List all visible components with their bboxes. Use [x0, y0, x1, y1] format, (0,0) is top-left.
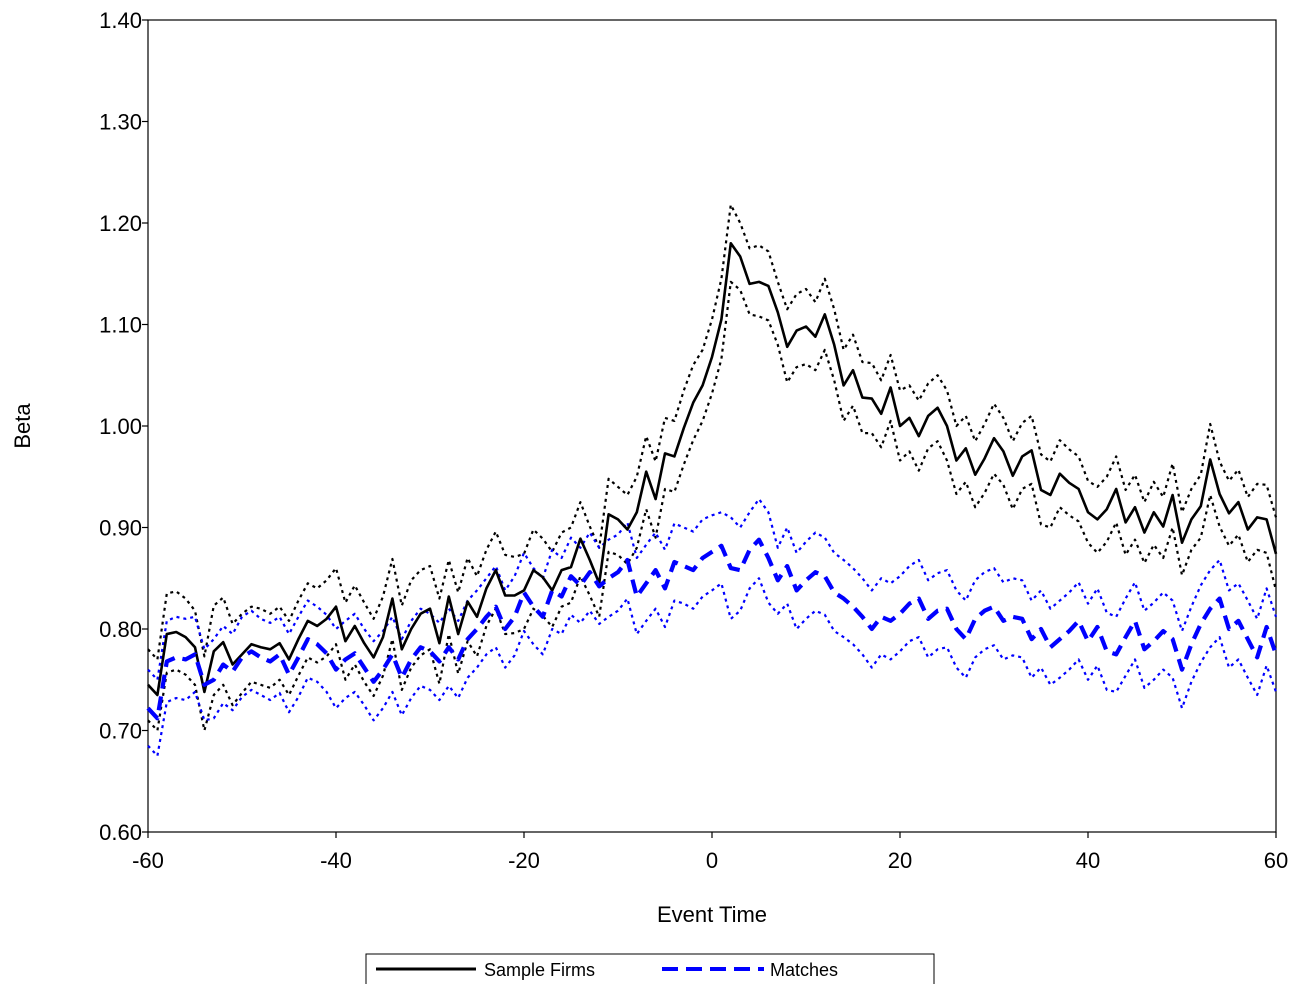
series-line-matches-lower-band — [147, 577, 1278, 757]
x-axis-title: Event Time — [657, 902, 767, 927]
legend: Sample Firms Matches — [365, 953, 935, 989]
plot-frame — [147, 19, 1277, 833]
y-tick-label: 0.60 — [99, 820, 142, 845]
series-line-sample-firms — [147, 242, 1278, 697]
y-tick-label: 1.20 — [99, 211, 142, 236]
y-tick-label: 0.70 — [99, 719, 142, 744]
x-tick-label: 0 — [706, 848, 718, 873]
x-tick-label: 20 — [888, 848, 912, 873]
axis-layer: 0.60 0.70 0.80 0.90 1.00 1.10 1.20 1.30 1.40 -60 -… — [99, 8, 1288, 873]
x-tick-label: -60 — [132, 848, 164, 873]
y-tick-label: 1.40 — [99, 8, 142, 33]
legend-label-sample-firms: Sample Firms — [484, 960, 595, 980]
x-tick-label: -20 — [508, 848, 540, 873]
legend-label-matches: Matches — [770, 960, 838, 980]
y-tick-label: 1.10 — [99, 313, 142, 338]
x-tick-label: 40 — [1076, 848, 1100, 873]
series-line-matches-upper-band — [147, 497, 1278, 681]
series-line-sample-firms-lower-band — [147, 280, 1278, 732]
y-tick-label: 1.30 — [99, 110, 142, 135]
legend-box — [365, 953, 935, 989]
series-line-matches — [146, 537, 1278, 721]
y-tick-label: 0.80 — [99, 617, 142, 642]
series-layer — [146, 203, 1278, 757]
x-tick-label: 60 — [1264, 848, 1288, 873]
y-axis-title: Beta — [10, 403, 35, 449]
x-tick-label: -40 — [320, 848, 352, 873]
y-tick-label: 1.00 — [99, 414, 142, 439]
y-tick-label: 0.90 — [99, 516, 142, 541]
